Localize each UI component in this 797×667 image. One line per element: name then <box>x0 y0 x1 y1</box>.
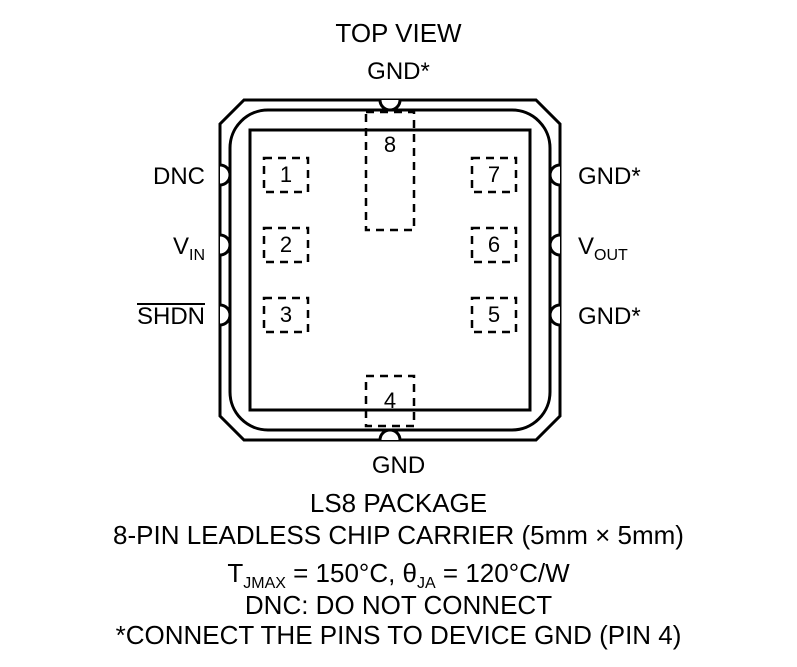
footer-line-2: 8-PIN LEADLESS CHIP CARRIER (5mm × 5mm) <box>0 520 797 551</box>
right-notch-2 <box>550 305 560 325</box>
pin-num-8: 8 <box>384 132 396 157</box>
right-pin-label-5: GND* <box>578 303 641 331</box>
note-dnc: DNC: DO NOT CONNECT <box>0 590 797 621</box>
bottom-notch <box>380 430 400 440</box>
pin-num-6: 6 <box>488 232 500 257</box>
right-pin-label-7: GND* <box>578 163 641 191</box>
right-notch-0 <box>550 165 560 185</box>
left-pin-label-3: SHDN <box>0 303 205 331</box>
top-notch <box>380 100 400 110</box>
right-notch-1 <box>550 235 560 255</box>
top-view-title: TOP VIEW <box>0 18 797 49</box>
pin-num-1: 1 <box>280 162 292 187</box>
pin-num-2: 2 <box>280 232 292 257</box>
left-notch-2 <box>220 305 230 325</box>
thermal-line: TJMAX = 150°C, θJA = 120°C/W <box>0 558 797 589</box>
left-notch-1 <box>220 235 230 255</box>
pin-num-7: 7 <box>488 162 500 187</box>
pin-num-3: 3 <box>280 302 292 327</box>
note-connect: *CONNECT THE PINS TO DEVICE GND (PIN 4) <box>0 620 797 651</box>
left-notch-0 <box>220 165 230 185</box>
top-pin-label-gnd: GND* <box>0 58 797 86</box>
left-pin-label-1: DNC <box>0 163 205 191</box>
pin-num-4: 4 <box>384 388 396 413</box>
right-pin-label-6: VOUT <box>578 233 628 261</box>
pin-num-5: 5 <box>488 302 500 327</box>
left-pin-label-2: VIN <box>0 233 205 261</box>
footer-line-1: LS8 PACKAGE <box>0 488 797 519</box>
bottom-pin-label-gnd: GND <box>0 452 797 480</box>
